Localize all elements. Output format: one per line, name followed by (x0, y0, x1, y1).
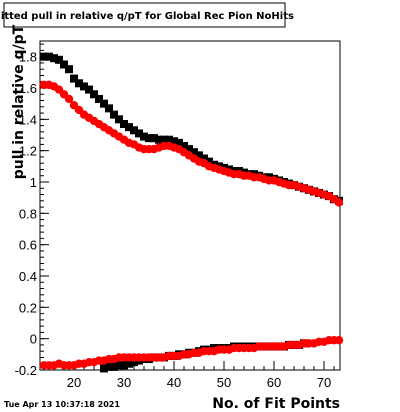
data-point-circle (64, 94, 74, 104)
data-point-square (115, 361, 123, 370)
y-tick-label: 1.4 (19, 112, 37, 127)
series-black (40, 52, 343, 373)
y-tick-label: 1 (30, 175, 37, 190)
data-point-circle (334, 336, 344, 345)
data-point-square (130, 126, 138, 135)
data-point-square (140, 132, 148, 141)
x-tick-label: 30 (117, 375, 131, 390)
data-point-square (75, 79, 83, 88)
data-point-square (150, 134, 158, 143)
data-point-square (80, 82, 88, 91)
data-point-square (170, 137, 178, 146)
data-series-layer (39, 52, 344, 373)
data-point-square (135, 129, 143, 138)
data-point-square (205, 157, 213, 166)
data-point-square (115, 115, 123, 124)
y-tick-label: 1.6 (19, 81, 37, 96)
x-tick-label: 20 (67, 375, 81, 390)
data-point-square (110, 362, 118, 371)
data-point-square (50, 54, 58, 63)
y-axis-title: pull in relative q/pT (11, 24, 27, 179)
data-point-square (130, 358, 138, 367)
data-point-square (120, 120, 128, 129)
y-axis: -0.2 0 0.2 0.4 0.6 0.8 1 1.2 1.4 1.6 1.8 (15, 43, 49, 378)
data-point-square (90, 90, 98, 99)
y-tick-label: 0.6 (19, 238, 37, 253)
data-point-square (100, 99, 108, 108)
x-tick-label: 50 (217, 375, 231, 390)
x-tick-label: 70 (317, 375, 331, 390)
y-tick-label: 1.8 (19, 50, 37, 65)
data-point-square (125, 359, 133, 368)
data-point-square (185, 145, 193, 154)
x-tick-label: 60 (267, 375, 281, 390)
x-tick-label: 40 (167, 375, 181, 390)
data-point-square (45, 52, 53, 61)
data-point-square (145, 134, 153, 143)
y-tick-label: 0 (30, 332, 37, 347)
data-point-square (155, 135, 163, 144)
y-tick-label: 0.8 (19, 206, 37, 221)
data-point-square (200, 154, 208, 163)
x-axis-title: No. of Fit Points (212, 396, 340, 412)
data-point-square (70, 74, 78, 83)
data-point-square (175, 138, 183, 147)
data-point-square (110, 110, 118, 119)
data-point-square (95, 94, 103, 103)
data-point-square (60, 60, 68, 69)
data-point-square (195, 151, 203, 160)
data-point-square (85, 85, 93, 94)
timestamp-label: Tue Apr 13 10:37:18 2021 (4, 400, 120, 409)
data-point-square (55, 55, 63, 64)
chart-title-box: Fitted pull in relative q/pT for Global … (0, 2, 294, 28)
y-tick-label: 0.2 (19, 300, 37, 315)
data-point-square (100, 364, 108, 373)
data-point-square (180, 141, 188, 150)
data-point-square (65, 65, 73, 74)
data-point-square (40, 52, 48, 61)
y-tick-label: 0.4 (19, 269, 37, 284)
data-point-square (125, 123, 133, 132)
x-axis: 20 30 40 50 60 70 (43, 361, 335, 390)
data-point-square (105, 362, 113, 371)
title-box-frame (3, 2, 286, 28)
series-red (39, 80, 344, 370)
data-point-square (160, 135, 168, 144)
data-point-square (190, 148, 198, 157)
data-point-square (105, 104, 113, 113)
data-point-square (165, 135, 173, 144)
data-point-circle (334, 198, 344, 207)
data-point-square (120, 361, 128, 370)
y-tick-label: 1.2 (19, 144, 37, 159)
y-tick-label: -0.2 (15, 363, 37, 378)
chart-title: Fitted pull in relative q/pT for Global … (0, 11, 294, 22)
